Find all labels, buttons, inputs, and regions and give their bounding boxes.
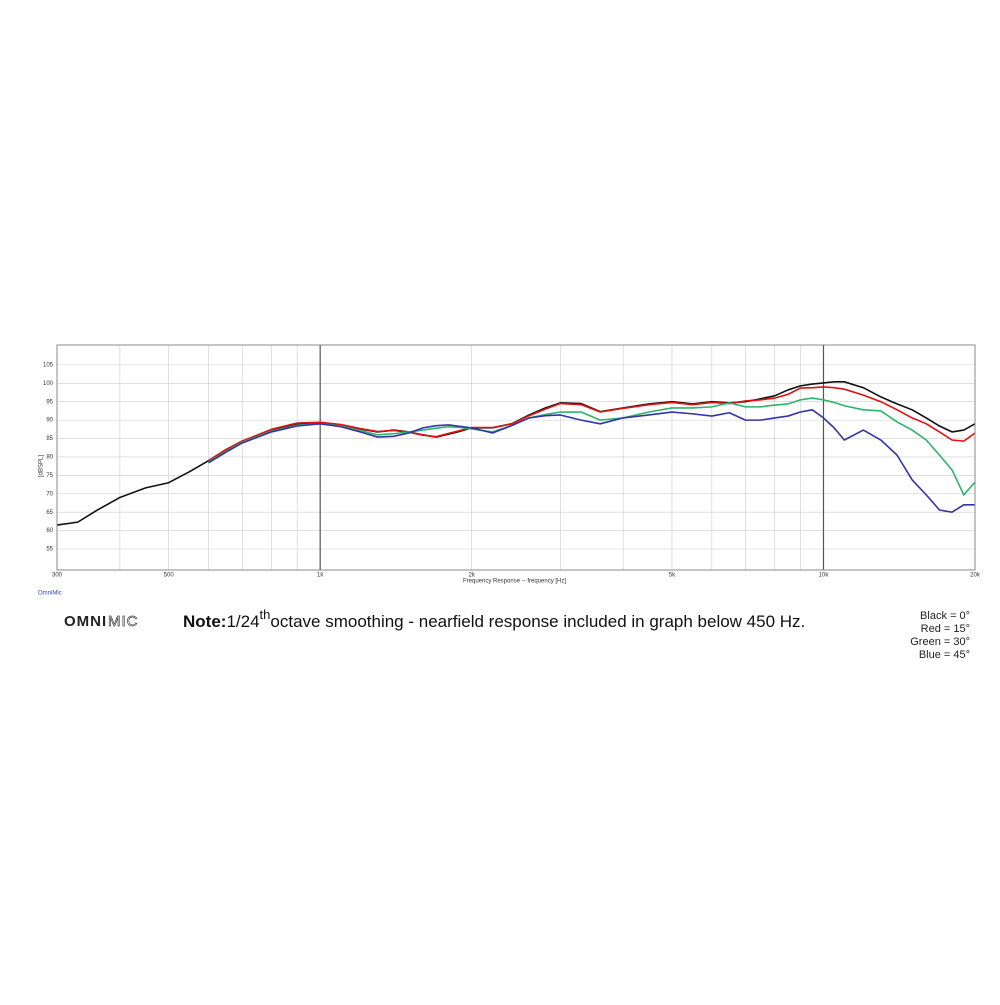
y-tick-label: 100 [43, 381, 54, 387]
logo-bold: OMNI [64, 613, 107, 630]
legend-label: Green = 30° [910, 636, 970, 648]
note-sup: th [260, 607, 271, 622]
note-post: octave smoothing - nearfield response in… [270, 612, 805, 631]
y-axis-label: [dBSPL] [39, 455, 45, 477]
legend-label: Black = 0° [920, 610, 970, 622]
y-tick-label: 105 [43, 362, 54, 368]
x-tick-label: 500 [164, 573, 175, 579]
y-tick-label: 85 [46, 436, 53, 442]
logo-outline: MIC [108, 613, 139, 630]
legend-label: Blue = 45° [919, 649, 970, 661]
y-tick-label: 75 [46, 473, 53, 479]
legend-label: Red = 15° [921, 623, 970, 635]
watermark: OmniMic [38, 591, 62, 597]
x-tick-label: 2k [469, 573, 476, 579]
note-bold: Note: [183, 612, 226, 631]
legend: Black = 0°Red = 15°Green = 30°Blue = 45° [910, 610, 970, 661]
y-tick-label: 55 [46, 547, 53, 553]
y-tick-label: 65 [46, 510, 53, 516]
plot-frame [56, 344, 976, 571]
x-tick-label: 300 [52, 573, 63, 579]
note-pre: 1/24 [226, 612, 259, 631]
series-line [208, 409, 975, 513]
y-tick-label: 90 [46, 418, 53, 424]
x-tick-label: 20k [970, 573, 981, 579]
x-axis-label: Frequency Response -- frequency [Hz] [463, 579, 566, 585]
x-tick-label: 1k [317, 573, 324, 579]
y-tick-label: 80 [46, 455, 53, 461]
x-tick-label: 5k [669, 573, 676, 579]
note: Note:1/24thoctave smoothing - nearfield … [183, 607, 805, 631]
x-tick-label: 10k [819, 573, 830, 579]
lines [56, 381, 976, 526]
y-tick-label: 70 [46, 491, 53, 497]
y-tick-label: 60 [46, 528, 53, 534]
series-line [208, 386, 976, 462]
y-tick-label: 95 [46, 399, 53, 405]
